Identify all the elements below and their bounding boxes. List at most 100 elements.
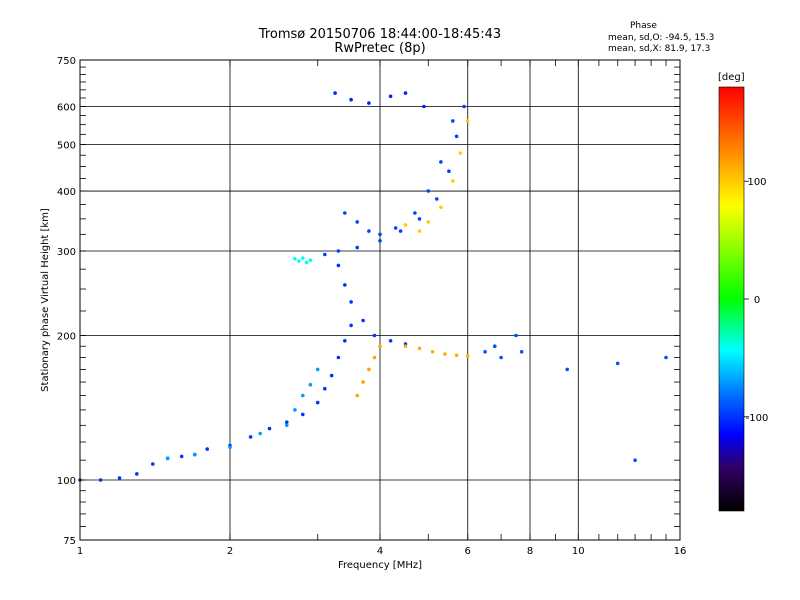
data-point [285, 423, 289, 428]
data-point [439, 160, 443, 164]
data-point [343, 211, 347, 215]
x-axis-label: Frequency [MHz] [338, 560, 422, 571]
data-point [98, 478, 103, 482]
data-point [465, 354, 470, 359]
data-point [378, 232, 382, 237]
y-tick-label: 750 [57, 56, 76, 67]
colorbar-label: [deg] [718, 72, 745, 83]
data-point [258, 431, 263, 436]
data-point [349, 97, 353, 102]
x-tick-label: 4 [377, 546, 383, 557]
data-point [443, 352, 447, 356]
grid-lines [80, 60, 680, 540]
data-point [293, 257, 297, 261]
data-point [355, 393, 360, 398]
y-tick-label: 75 [63, 536, 76, 547]
data-point [151, 462, 155, 466]
data-point [454, 134, 459, 139]
x-tick-label: 1 [77, 546, 83, 557]
data-point [336, 263, 341, 268]
data-point [462, 104, 466, 109]
data-point [615, 361, 620, 366]
data-point [430, 350, 435, 354]
chart-subtitle: RwPretec (8p) [334, 41, 426, 56]
data-point [355, 245, 360, 250]
data-point [451, 119, 455, 123]
data-point [519, 350, 524, 354]
data-point [267, 426, 272, 431]
y-tick-label: 500 [57, 141, 76, 152]
data-point [378, 239, 382, 243]
data-point [499, 355, 503, 360]
data-point [193, 452, 197, 457]
data-point [372, 355, 377, 360]
data-point [398, 229, 403, 233]
data-point [565, 367, 569, 372]
data-point [422, 104, 426, 109]
data-point [483, 350, 487, 354]
data-point [117, 476, 122, 480]
data-point [393, 226, 398, 230]
data-point [323, 386, 327, 391]
data-point [361, 380, 365, 384]
data-point [426, 220, 431, 224]
data-point [664, 355, 668, 360]
y-axis-label: Stationary phase Virtual Height [km] [40, 208, 51, 392]
x-tick-label: 8 [527, 546, 533, 557]
data-point [315, 367, 320, 372]
data-point [417, 217, 422, 221]
colorbar-tick-label: 0 [754, 295, 760, 306]
data-point [403, 344, 408, 349]
data-point [454, 353, 459, 358]
data-point [336, 355, 341, 360]
data-point [403, 223, 408, 227]
data-point [336, 249, 341, 253]
data-point [633, 458, 637, 463]
colorbar-tick-label: -100 [746, 413, 769, 424]
data-point [355, 220, 360, 224]
data-point [301, 256, 305, 260]
data-point [329, 373, 334, 378]
y-tick-label: 600 [57, 103, 76, 114]
data-point [388, 339, 393, 343]
colorbar [718, 86, 745, 512]
x-tick-label: 2 [227, 546, 233, 557]
data-point [323, 252, 327, 257]
colorbar-tick-label: 100 [747, 177, 766, 188]
data-point [308, 258, 313, 263]
data-point [165, 456, 170, 461]
data-point [378, 344, 382, 349]
data-point [301, 393, 305, 398]
data-point [179, 454, 184, 459]
data-point [349, 300, 353, 304]
y-axis-ticks: 75 100 200 300 400 500 600 750 [57, 56, 680, 547]
data-point [367, 229, 371, 233]
x-tick-label: 10 [572, 546, 585, 557]
data-point [435, 197, 439, 201]
phase-o-mode-stats: mean, sd,O: -94.5, 15.3 [608, 33, 715, 43]
x-axis-ticks: 1 2 4 6 8 10 16 [77, 60, 686, 557]
data-point [135, 472, 139, 476]
data-point [514, 333, 518, 338]
y-tick-label: 300 [57, 247, 76, 258]
data-point [417, 346, 422, 351]
data-point [465, 119, 470, 123]
data-point [447, 169, 451, 173]
data-point [228, 445, 232, 450]
data-point [361, 318, 365, 323]
colorbar-ticks: 100 0 -100 [744, 177, 768, 424]
data-point [349, 323, 353, 328]
data-point [439, 205, 443, 210]
data-point [367, 101, 371, 105]
data-point [451, 179, 455, 183]
data-point [285, 420, 289, 425]
data-point [343, 339, 347, 343]
data-points [78, 91, 668, 482]
data-point [308, 382, 313, 387]
data-point [333, 91, 337, 95]
data-point [413, 211, 417, 215]
data-point [205, 447, 209, 451]
data-point [388, 94, 393, 99]
data-point [301, 412, 305, 417]
